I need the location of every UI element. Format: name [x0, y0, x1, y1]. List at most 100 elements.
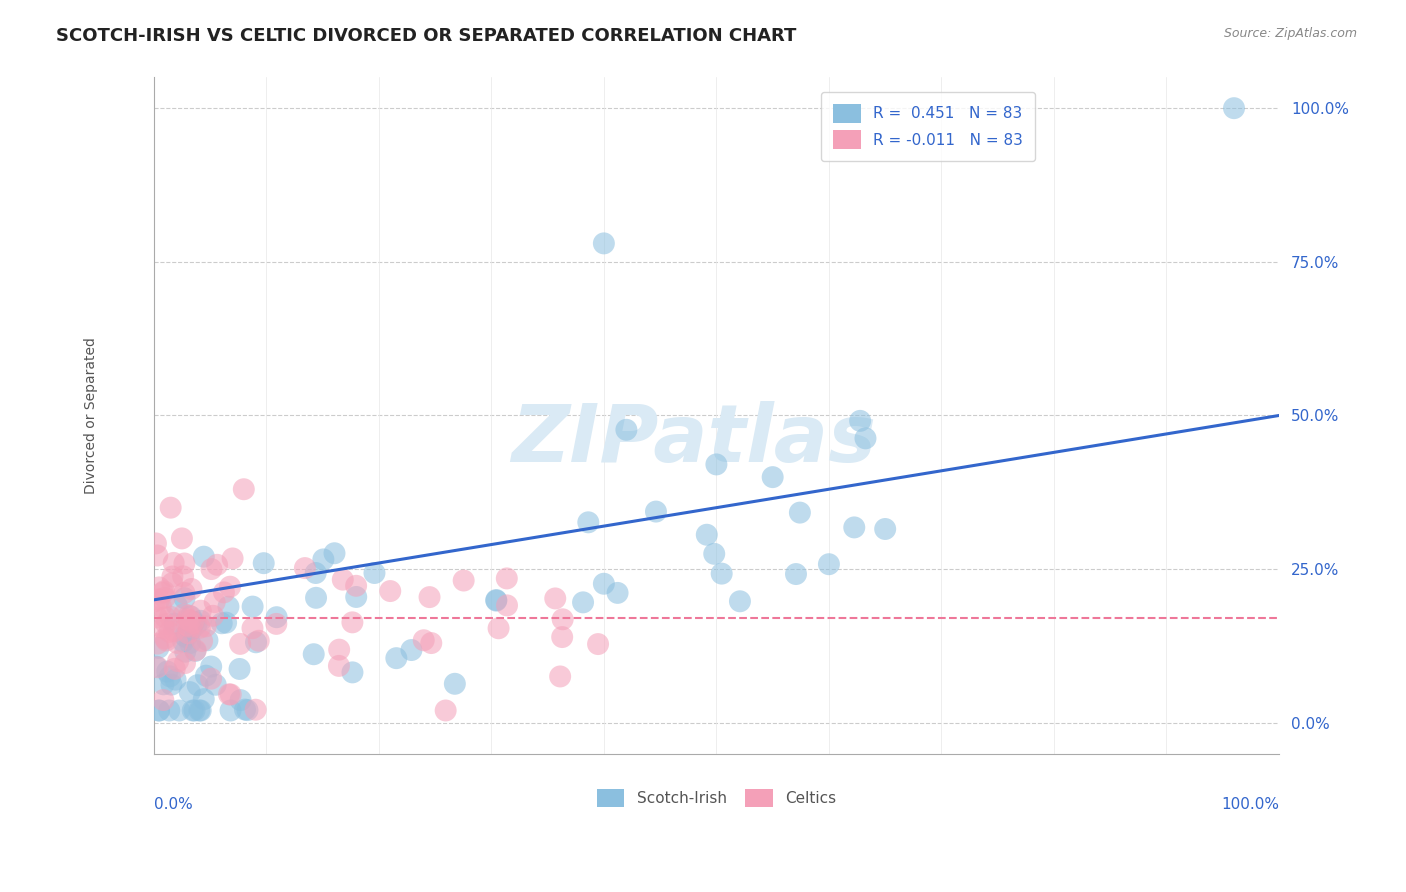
Point — [179, 614, 201, 628]
Point — [204, 595, 226, 609]
Point — [152, 677, 174, 691]
Point — [176, 618, 198, 632]
Point — [728, 594, 751, 608]
Point — [163, 616, 186, 631]
Point — [305, 566, 328, 580]
Text: SCOTCH-IRISH VS CELTIC DIVORCED OR SEPARATED CORRELATION CHART: SCOTCH-IRISH VS CELTIC DIVORCED OR SEPAR… — [56, 27, 797, 45]
Point — [434, 704, 457, 718]
Point — [186, 617, 208, 632]
Point — [218, 687, 240, 701]
Text: 0.0%: 0.0% — [153, 797, 193, 812]
Point — [181, 704, 204, 718]
Point — [183, 704, 205, 718]
Point — [155, 633, 177, 648]
Point — [159, 500, 181, 515]
Point — [762, 470, 785, 484]
Point — [163, 624, 186, 639]
Point — [159, 609, 181, 624]
Point — [328, 642, 350, 657]
Point — [592, 576, 614, 591]
Point — [229, 637, 252, 651]
Point — [163, 662, 186, 676]
Point — [548, 669, 571, 683]
Point — [162, 576, 184, 591]
Point — [363, 566, 385, 580]
Point — [221, 551, 243, 566]
Point — [1223, 101, 1246, 115]
Point — [153, 591, 176, 605]
Point — [190, 614, 212, 628]
Point — [197, 633, 219, 648]
Text: ZIPatlas: ZIPatlas — [512, 401, 876, 479]
Point — [242, 621, 264, 635]
Point — [148, 704, 170, 718]
Point — [172, 634, 194, 648]
Point — [855, 431, 877, 445]
Point — [344, 579, 367, 593]
Point — [174, 629, 197, 643]
Point — [145, 536, 167, 550]
Point — [849, 414, 872, 428]
Point — [419, 590, 441, 604]
Point — [204, 678, 226, 692]
Point — [187, 678, 209, 692]
Text: Source: ZipAtlas.com: Source: ZipAtlas.com — [1223, 27, 1357, 40]
Point — [245, 703, 267, 717]
Point — [167, 654, 190, 668]
Point — [173, 591, 195, 606]
Point — [174, 645, 197, 659]
Point — [172, 569, 194, 583]
Point — [155, 632, 177, 646]
Point — [184, 643, 207, 657]
Point — [177, 626, 200, 640]
Point — [200, 672, 222, 686]
Point — [302, 647, 325, 661]
Point — [420, 636, 443, 650]
Point — [145, 659, 167, 673]
Point — [160, 678, 183, 692]
Point — [236, 703, 259, 717]
Point — [616, 423, 638, 437]
Point — [645, 505, 668, 519]
Point — [551, 612, 574, 626]
Point — [190, 704, 212, 718]
Point — [148, 704, 170, 718]
Point — [242, 599, 264, 614]
Point — [706, 458, 728, 472]
Text: 100.0%: 100.0% — [1220, 797, 1279, 812]
Point — [606, 586, 628, 600]
Point — [696, 527, 718, 541]
Point — [159, 669, 181, 683]
Point — [789, 506, 811, 520]
Point — [179, 636, 201, 650]
Point — [179, 620, 201, 634]
Point — [194, 619, 217, 633]
Point — [785, 567, 807, 582]
Point — [146, 549, 169, 563]
Point — [551, 630, 574, 644]
Point — [233, 702, 256, 716]
Point — [163, 556, 186, 570]
Point — [146, 637, 169, 651]
Point — [183, 615, 205, 629]
Point — [228, 662, 250, 676]
Point — [173, 557, 195, 571]
Point — [152, 586, 174, 600]
Point — [180, 623, 202, 637]
Point — [576, 516, 599, 530]
Legend: Scotch-Irish, Celtics: Scotch-Irish, Celtics — [591, 782, 842, 814]
Point — [266, 610, 288, 624]
Point — [180, 609, 202, 624]
Point — [212, 585, 235, 599]
Point — [818, 558, 841, 572]
Point — [143, 594, 166, 608]
Text: Divorced or Separated: Divorced or Separated — [83, 337, 97, 494]
Point — [180, 582, 202, 596]
Point — [453, 574, 475, 588]
Point — [188, 621, 211, 635]
Point — [328, 659, 350, 673]
Point — [166, 599, 188, 613]
Point — [219, 704, 242, 718]
Point — [157, 624, 180, 639]
Point — [380, 584, 402, 599]
